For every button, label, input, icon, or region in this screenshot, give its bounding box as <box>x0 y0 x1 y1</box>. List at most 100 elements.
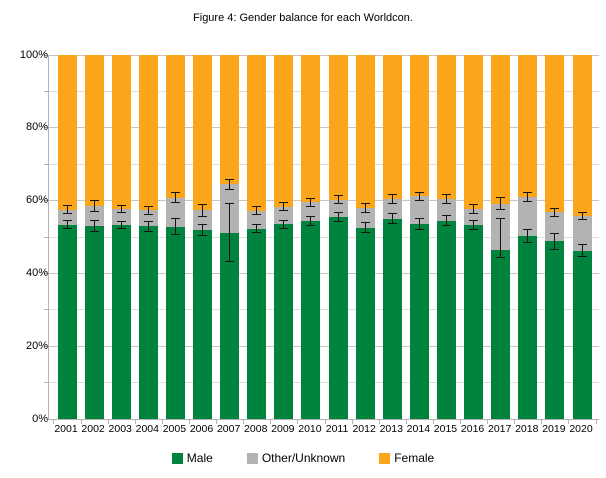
x-axis-tick <box>270 420 272 424</box>
error-bar-line <box>418 218 420 231</box>
grid-line-major <box>49 127 599 129</box>
bar-other-unknown-2015 <box>436 198 456 221</box>
error-bar-cap <box>496 218 506 220</box>
error-bar-cap <box>496 209 506 211</box>
bar-male-2018 <box>518 235 538 419</box>
error-bar-line <box>554 232 556 251</box>
error-bar-line <box>283 219 285 229</box>
error-bar-line <box>283 202 285 212</box>
error-bar-line <box>500 197 502 211</box>
bar-other-unknown-2018 <box>518 196 538 236</box>
y-tick-label: 100% <box>19 48 48 61</box>
error-bar-cap <box>116 205 126 207</box>
grid-line-minor <box>49 382 599 384</box>
bar-female-2012 <box>355 55 375 209</box>
bar-other-unknown-2003 <box>111 209 131 225</box>
legend-swatch-icon <box>379 452 391 464</box>
bar-male-2017 <box>491 250 511 419</box>
x-tick-label: 2012 <box>352 423 376 435</box>
x-axis-tick <box>243 420 245 424</box>
bar-other-unknown-2009 <box>274 206 294 225</box>
legend-label: Female <box>394 451 435 465</box>
bar-other-unknown-2001 <box>57 209 77 225</box>
error-bar-cap <box>89 210 99 212</box>
error-bar-cap <box>360 212 370 214</box>
x-axis-tick <box>487 420 489 424</box>
error-bar-cap <box>469 220 479 222</box>
y-axis-tick <box>44 90 48 92</box>
error-bar-cap <box>252 232 262 234</box>
bar-male-2019 <box>545 241 565 419</box>
error-bar-cap <box>577 211 587 213</box>
bar-other-unknown-2019 <box>545 212 565 242</box>
error-bar-cap <box>577 219 587 221</box>
x-axis-tick <box>514 420 516 424</box>
x-tick-label: 2002 <box>81 423 105 435</box>
error-bar-cap <box>225 260 235 262</box>
error-bar-cap <box>496 197 506 199</box>
bar-male-2012 <box>355 227 375 419</box>
error-bar-cap <box>89 230 99 232</box>
bar-female-2008 <box>247 55 267 211</box>
error-bar-cap <box>469 228 479 230</box>
bar-female-2004 <box>138 55 158 211</box>
x-axis-tick <box>324 420 326 424</box>
bar-male-2020 <box>572 250 592 419</box>
y-tick-label: 60% <box>25 194 48 207</box>
bar-female-2016 <box>464 55 484 209</box>
error-bar-cap <box>550 215 560 217</box>
y-tick-label: 40% <box>25 266 48 279</box>
error-bar-cap <box>225 202 235 204</box>
x-axis-tick <box>405 420 407 424</box>
error-bar-line <box>256 206 258 216</box>
plot-area <box>44 54 599 424</box>
error-bar-line <box>229 202 231 262</box>
error-bar-cap <box>62 227 72 229</box>
error-bar-line <box>473 203 475 214</box>
x-axis-tick <box>460 420 462 424</box>
grid-line-major <box>49 54 599 56</box>
error-bar-cap <box>89 200 99 202</box>
error-bar-line <box>445 215 447 227</box>
error-bar-line <box>66 205 68 215</box>
error-bar-line <box>337 194 339 205</box>
bar-other-unknown-2006 <box>193 210 213 231</box>
x-tick-label: 2019 <box>542 423 566 435</box>
y-axis-tick <box>44 309 48 311</box>
bar-other-unknown-2011 <box>328 199 348 217</box>
error-bar-line <box>337 211 339 223</box>
x-axis-tick <box>107 420 109 424</box>
error-bar-cap <box>441 202 451 204</box>
x-tick-label: 2015 <box>433 423 458 435</box>
bar-other-unknown-2020 <box>572 215 592 251</box>
error-bar-cap <box>550 232 560 234</box>
x-tick-label: 2001 <box>54 423 78 435</box>
chart-title: Figure 4: Gender balance for each Worldc… <box>193 12 413 24</box>
bar-female-2019 <box>545 55 565 213</box>
bar-female-2020 <box>572 55 592 216</box>
error-bar-line <box>391 213 393 225</box>
bar-male-2003 <box>111 224 131 419</box>
bar-male-2007 <box>220 233 240 419</box>
error-bar-line <box>120 205 122 214</box>
error-bar-cap <box>306 215 316 217</box>
x-axis-tick <box>134 420 136 424</box>
y-tick-label: 20% <box>25 339 48 352</box>
error-bar-cap <box>89 220 99 222</box>
legend-swatch-icon <box>171 452 183 464</box>
bar-male-2013 <box>382 218 402 419</box>
error-bar-cap <box>252 223 262 225</box>
bar-other-unknown-2004 <box>138 210 158 227</box>
error-bar-cap <box>279 227 289 229</box>
bar-female-2002 <box>84 55 104 206</box>
error-bar-line <box>500 218 502 258</box>
legend-swatch-icon <box>246 452 258 464</box>
x-tick-label: 2016 <box>460 423 485 435</box>
x-tick-label: 2007 <box>216 423 241 435</box>
error-bar-cap <box>198 224 208 226</box>
bar-female-2011 <box>328 55 348 200</box>
error-bar-line <box>256 223 258 234</box>
error-bar-cap <box>360 203 370 205</box>
x-axis-tick <box>161 420 163 424</box>
